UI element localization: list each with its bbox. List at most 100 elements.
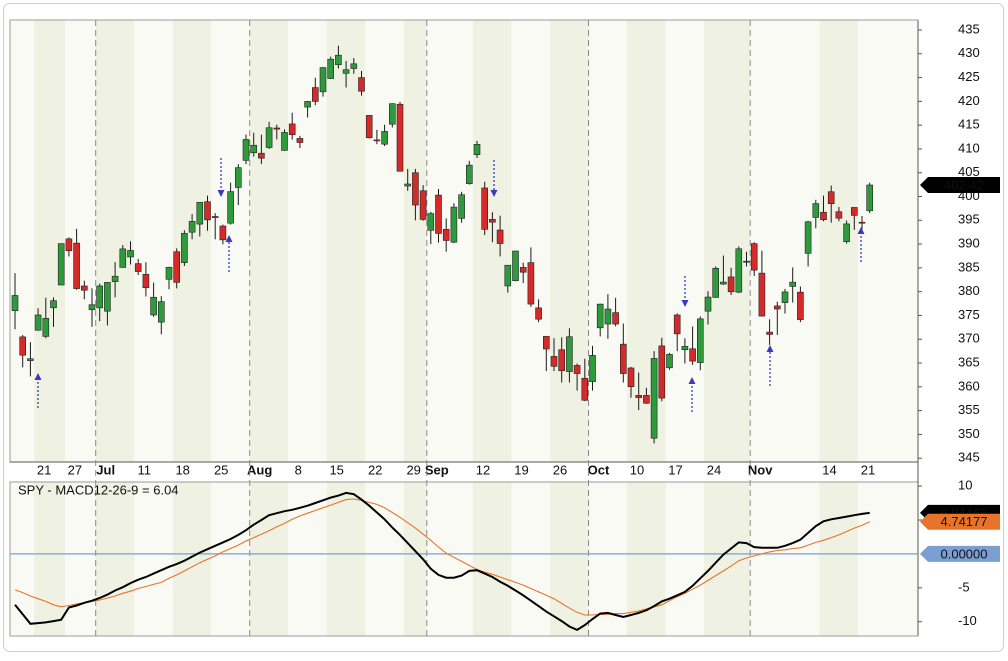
candle-body — [11, 295, 19, 312]
y-tick-label: 405 — [958, 164, 980, 179]
arrow-head — [766, 345, 774, 352]
candle-body — [766, 331, 773, 335]
candle-body — [596, 303, 604, 329]
candle-body — [758, 272, 766, 317]
week-band — [134, 482, 173, 636]
candle-body — [42, 318, 50, 337]
candle-body — [566, 336, 573, 372]
candle-body — [496, 229, 504, 244]
candle-body — [165, 266, 173, 280]
candle-body — [535, 307, 542, 320]
candle-body — [96, 285, 103, 309]
candle-body — [327, 58, 335, 79]
y-tick-label: 355 — [958, 402, 980, 417]
y-tick-label: -5 — [958, 579, 970, 594]
candle-body — [573, 365, 581, 374]
week-band — [172, 482, 212, 636]
week-band — [34, 482, 65, 636]
x-tick-label: 17 — [668, 462, 682, 477]
y-tick-label: 345 — [958, 450, 980, 465]
candle-body — [704, 296, 712, 312]
week-band — [288, 482, 327, 636]
last-value-tag-bg — [920, 513, 1000, 530]
candle-body — [311, 87, 319, 102]
indicator-line — [14, 498, 870, 616]
candle-body — [643, 395, 650, 404]
y-tick-label: -10 — [958, 613, 977, 628]
candle-body — [242, 139, 250, 161]
y-tick-label: 430 — [958, 45, 980, 60]
x-tick-label: 15 — [329, 462, 343, 477]
zero-tag: 0.00000 — [941, 546, 988, 561]
week-band — [426, 20, 473, 462]
week-band — [10, 482, 35, 636]
candle-body — [65, 238, 73, 252]
candle-body — [604, 308, 612, 325]
last-price-tag-bg — [920, 177, 1000, 194]
x-tick-label: 14 — [822, 462, 836, 477]
week-band — [326, 20, 366, 462]
week-band — [365, 482, 404, 636]
candle-body — [73, 242, 80, 289]
candle-body — [542, 336, 550, 350]
candle-body — [789, 281, 797, 287]
week-band — [750, 482, 820, 636]
candle-body — [250, 144, 257, 154]
x-tick-label: Nov — [748, 462, 773, 477]
week-band — [95, 482, 135, 636]
candle-body — [558, 349, 566, 372]
candle-body — [635, 395, 643, 398]
candle-body — [465, 164, 473, 184]
week-band — [34, 20, 65, 462]
candle-body — [104, 282, 111, 312]
candle-body — [850, 207, 858, 216]
candle-body — [281, 132, 288, 151]
candle-body — [119, 248, 127, 268]
indicator-line — [14, 491, 870, 632]
week-band — [172, 20, 212, 462]
candle-body — [258, 152, 265, 159]
candle-body — [319, 67, 327, 93]
candle-body — [627, 367, 635, 388]
y-tick-label: 390 — [958, 236, 980, 251]
candle-body — [673, 314, 681, 335]
arrow-head — [857, 227, 865, 234]
week-band — [550, 482, 589, 636]
candle-body — [265, 127, 273, 148]
candle-body — [473, 144, 481, 155]
candle-body — [181, 232, 188, 263]
candle-body — [358, 77, 365, 92]
week-bands — [10, 20, 918, 636]
candle-body — [504, 264, 512, 287]
signal-arrows — [37, 158, 862, 412]
week-band — [627, 482, 666, 636]
candle-body — [843, 223, 850, 243]
week-band — [819, 482, 858, 636]
x-tick-label: 19 — [514, 462, 528, 477]
candle-body — [450, 206, 458, 243]
week-band — [665, 20, 704, 462]
x-tick-label: 27 — [68, 462, 82, 477]
week-band — [365, 20, 404, 462]
y-tick-label: 360 — [958, 378, 980, 393]
x-tick-label: 21 — [37, 462, 51, 477]
candle-body — [188, 221, 196, 233]
candle-body — [412, 172, 419, 206]
candle-body — [50, 300, 57, 309]
candle-body — [81, 285, 88, 291]
candle-body — [204, 201, 211, 221]
candle-body — [296, 138, 304, 143]
week-band — [588, 20, 627, 462]
candle-body — [442, 229, 450, 241]
candle-body — [735, 248, 743, 293]
candle-body — [373, 139, 381, 142]
arrow-head — [34, 373, 42, 380]
signal-arrow-heads — [34, 190, 865, 384]
candle-body — [712, 267, 720, 298]
x-tick-label: Jul — [96, 462, 115, 477]
candle-body — [111, 275, 119, 282]
candle-body — [581, 377, 589, 401]
x-tick-label: 18 — [175, 462, 189, 477]
arrow-head — [217, 190, 225, 197]
x-tick-label: 10 — [630, 462, 644, 477]
